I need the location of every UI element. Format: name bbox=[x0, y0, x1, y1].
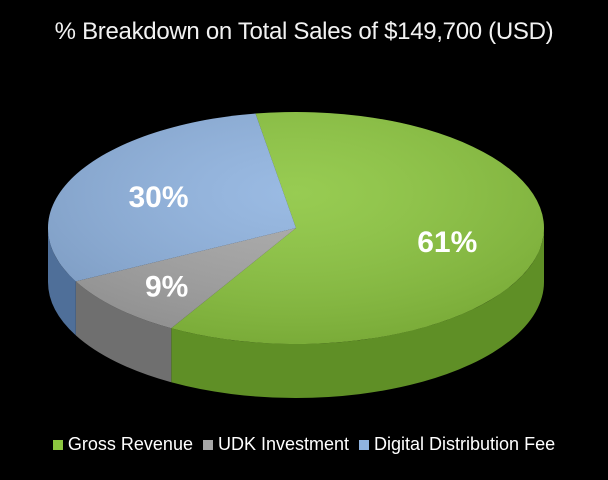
legend-label: Digital Distribution Fee bbox=[374, 434, 556, 454]
legend-label: UDK Investment bbox=[217, 434, 350, 454]
chart-title: % Breakdown on Total Sales of $149,700 (… bbox=[54, 18, 554, 45]
pie-labels: 61% 9% 30% bbox=[128, 181, 477, 304]
legend: Gross Revenue UDK Investment Digital Dis… bbox=[0, 434, 608, 455]
legend-swatch bbox=[359, 439, 370, 450]
legend-swatch bbox=[202, 439, 213, 450]
data-label-gross-revenue: 61% bbox=[417, 226, 477, 259]
pie-side-gross-revenue bbox=[171, 228, 545, 398]
legend-item-udk-investment: UDK Investment bbox=[202, 434, 350, 455]
data-label-udk-investment: 9% bbox=[145, 271, 188, 304]
legend-swatch bbox=[52, 439, 63, 450]
legend-label: Gross Revenue bbox=[67, 434, 193, 454]
legend-item-digital-distribution-fee: Digital Distribution Fee bbox=[359, 434, 555, 455]
data-label-digital-distribution-fee: 30% bbox=[128, 181, 188, 214]
legend-item-gross-revenue: Gross Revenue bbox=[52, 434, 193, 455]
